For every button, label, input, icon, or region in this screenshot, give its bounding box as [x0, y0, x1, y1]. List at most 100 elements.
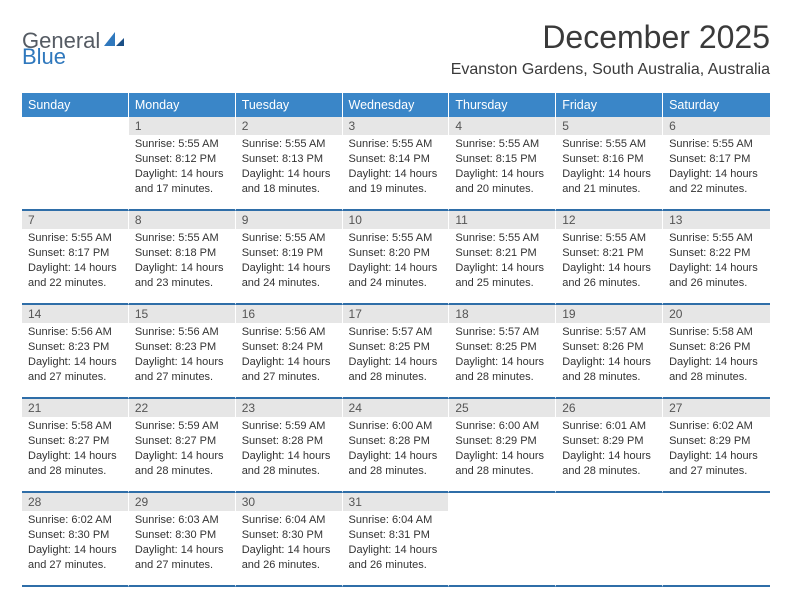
calendar-week-row: 7Sunrise: 5:55 AMSunset: 8:17 PMDaylight…: [22, 211, 770, 305]
weekday-header: Sunday: [22, 93, 129, 117]
day-number: 30: [236, 493, 342, 511]
sunrise-line: Sunrise: 6:00 AM: [455, 419, 549, 434]
daylight-line: Daylight: 14 hours and 28 minutes.: [562, 355, 656, 385]
sunset-line: Sunset: 8:18 PM: [135, 246, 229, 261]
daylight-line: Daylight: 14 hours and 26 minutes.: [242, 543, 336, 573]
day-content: Sunrise: 5:59 AMSunset: 8:28 PMDaylight:…: [236, 417, 342, 484]
sunset-line: Sunset: 8:17 PM: [28, 246, 122, 261]
daylight-line: Daylight: 14 hours and 26 minutes.: [349, 543, 443, 573]
day-number: 6: [663, 117, 770, 135]
calendar-day-cell: 3Sunrise: 5:55 AMSunset: 8:14 PMDaylight…: [343, 117, 450, 211]
sunrise-line: Sunrise: 6:03 AM: [135, 513, 229, 528]
day-content: Sunrise: 5:56 AMSunset: 8:23 PMDaylight:…: [129, 323, 235, 390]
day-number: 7: [22, 211, 128, 229]
day-number: 26: [556, 399, 662, 417]
calendar-day-cell: 23Sunrise: 5:59 AMSunset: 8:28 PMDayligh…: [236, 399, 343, 493]
sunrise-line: Sunrise: 5:56 AM: [28, 325, 122, 340]
calendar-week-row: 21Sunrise: 5:58 AMSunset: 8:27 PMDayligh…: [22, 399, 770, 493]
day-content: Sunrise: 5:55 AMSunset: 8:16 PMDaylight:…: [556, 135, 662, 202]
calendar-day-cell: 4Sunrise: 5:55 AMSunset: 8:15 PMDaylight…: [449, 117, 556, 211]
calendar-day-cell: 25Sunrise: 6:00 AMSunset: 8:29 PMDayligh…: [449, 399, 556, 493]
day-content: Sunrise: 5:55 AMSunset: 8:22 PMDaylight:…: [663, 229, 770, 296]
sunrise-line: Sunrise: 5:55 AM: [349, 231, 443, 246]
day-number: 28: [22, 493, 128, 511]
sunrise-line: Sunrise: 5:57 AM: [562, 325, 656, 340]
sunset-line: Sunset: 8:23 PM: [135, 340, 229, 355]
day-content: Sunrise: 5:57 AMSunset: 8:25 PMDaylight:…: [449, 323, 555, 390]
daylight-line: Daylight: 14 hours and 27 minutes.: [135, 355, 229, 385]
logo-sail-icon: [103, 30, 125, 53]
calendar-header: SundayMondayTuesdayWednesdayThursdayFrid…: [22, 93, 770, 117]
daylight-line: Daylight: 14 hours and 27 minutes.: [28, 355, 122, 385]
weekday-header: Tuesday: [236, 93, 343, 117]
sunset-line: Sunset: 8:29 PM: [562, 434, 656, 449]
page-title: December 2025: [451, 20, 770, 55]
daylight-line: Daylight: 14 hours and 28 minutes.: [242, 449, 336, 479]
calendar-day-cell: 13Sunrise: 5:55 AMSunset: 8:22 PMDayligh…: [663, 211, 770, 305]
day-content: Sunrise: 5:55 AMSunset: 8:13 PMDaylight:…: [236, 135, 342, 202]
day-number: 22: [129, 399, 235, 417]
day-content: Sunrise: 5:58 AMSunset: 8:26 PMDaylight:…: [663, 323, 770, 390]
day-number: 1: [129, 117, 235, 135]
sunset-line: Sunset: 8:22 PM: [669, 246, 764, 261]
day-content: Sunrise: 5:55 AMSunset: 8:17 PMDaylight:…: [22, 229, 128, 296]
day-content: Sunrise: 6:00 AMSunset: 8:29 PMDaylight:…: [449, 417, 555, 484]
sunrise-line: Sunrise: 6:04 AM: [349, 513, 443, 528]
sunrise-line: Sunrise: 5:55 AM: [669, 137, 764, 152]
sunset-line: Sunset: 8:30 PM: [28, 528, 122, 543]
sunset-line: Sunset: 8:27 PM: [28, 434, 122, 449]
sunrise-line: Sunrise: 6:02 AM: [28, 513, 122, 528]
calendar-day-cell: 8Sunrise: 5:55 AMSunset: 8:18 PMDaylight…: [129, 211, 236, 305]
daylight-line: Daylight: 14 hours and 28 minutes.: [349, 449, 443, 479]
sunset-line: Sunset: 8:16 PM: [562, 152, 656, 167]
day-number: 14: [22, 305, 128, 323]
day-number: 18: [449, 305, 555, 323]
day-number: 23: [236, 399, 342, 417]
daylight-line: Daylight: 14 hours and 27 minutes.: [242, 355, 336, 385]
sunrise-line: Sunrise: 5:55 AM: [455, 231, 549, 246]
calendar-week-row: ..1Sunrise: 5:55 AMSunset: 8:12 PMDaylig…: [22, 117, 770, 211]
calendar-day-cell: 11Sunrise: 5:55 AMSunset: 8:21 PMDayligh…: [449, 211, 556, 305]
sunrise-line: Sunrise: 5:57 AM: [455, 325, 549, 340]
sunrise-line: Sunrise: 5:55 AM: [242, 231, 336, 246]
sunrise-line: Sunrise: 5:55 AM: [455, 137, 549, 152]
day-number: 10: [343, 211, 449, 229]
calendar-table: SundayMondayTuesdayWednesdayThursdayFrid…: [22, 93, 770, 587]
calendar-day-cell: 17Sunrise: 5:57 AMSunset: 8:25 PMDayligh…: [343, 305, 450, 399]
day-number: 2: [236, 117, 342, 135]
calendar-day-cell: 18Sunrise: 5:57 AMSunset: 8:25 PMDayligh…: [449, 305, 556, 399]
weekday-header: Thursday: [449, 93, 556, 117]
sunrise-line: Sunrise: 5:55 AM: [669, 231, 764, 246]
daylight-line: Daylight: 14 hours and 21 minutes.: [562, 167, 656, 197]
daylight-line: Daylight: 14 hours and 24 minutes.: [349, 261, 443, 291]
sunset-line: Sunset: 8:20 PM: [349, 246, 443, 261]
day-content: Sunrise: 5:57 AMSunset: 8:25 PMDaylight:…: [343, 323, 449, 390]
daylight-line: Daylight: 14 hours and 28 minutes.: [455, 449, 549, 479]
sunset-line: Sunset: 8:23 PM: [28, 340, 122, 355]
daylight-line: Daylight: 14 hours and 28 minutes.: [669, 355, 764, 385]
sunrise-line: Sunrise: 6:02 AM: [669, 419, 764, 434]
day-content: Sunrise: 5:55 AMSunset: 8:21 PMDaylight:…: [556, 229, 662, 296]
calendar-day-cell: 20Sunrise: 5:58 AMSunset: 8:26 PMDayligh…: [663, 305, 770, 399]
sunset-line: Sunset: 8:31 PM: [349, 528, 443, 543]
sunrise-line: Sunrise: 5:55 AM: [562, 137, 656, 152]
sunrise-line: Sunrise: 5:57 AM: [349, 325, 443, 340]
daylight-line: Daylight: 14 hours and 22 minutes.: [28, 261, 122, 291]
sunset-line: Sunset: 8:28 PM: [242, 434, 336, 449]
calendar-day-cell: ..: [556, 493, 663, 587]
daylight-line: Daylight: 14 hours and 24 minutes.: [242, 261, 336, 291]
header-row: General December 2025 Evanston Gardens, …: [22, 20, 770, 79]
logo-text-blue-wrap: Blue: [22, 44, 66, 70]
calendar-day-cell: 16Sunrise: 5:56 AMSunset: 8:24 PMDayligh…: [236, 305, 343, 399]
sunset-line: Sunset: 8:14 PM: [349, 152, 443, 167]
calendar-day-cell: 24Sunrise: 6:00 AMSunset: 8:28 PMDayligh…: [343, 399, 450, 493]
day-number: 15: [129, 305, 235, 323]
sunset-line: Sunset: 8:25 PM: [349, 340, 443, 355]
day-number: 17: [343, 305, 449, 323]
daylight-line: Daylight: 14 hours and 28 minutes.: [455, 355, 549, 385]
sunrise-line: Sunrise: 5:55 AM: [135, 231, 229, 246]
calendar-day-cell: 21Sunrise: 5:58 AMSunset: 8:27 PMDayligh…: [22, 399, 129, 493]
calendar-day-cell: 14 Sunrise: 5:56 AMSunset: 8:23 PMDayligh…: [22, 305, 129, 399]
sunrise-line: Sunrise: 5:56 AM: [242, 325, 336, 340]
daylight-line: Daylight: 14 hours and 28 minutes.: [135, 449, 229, 479]
